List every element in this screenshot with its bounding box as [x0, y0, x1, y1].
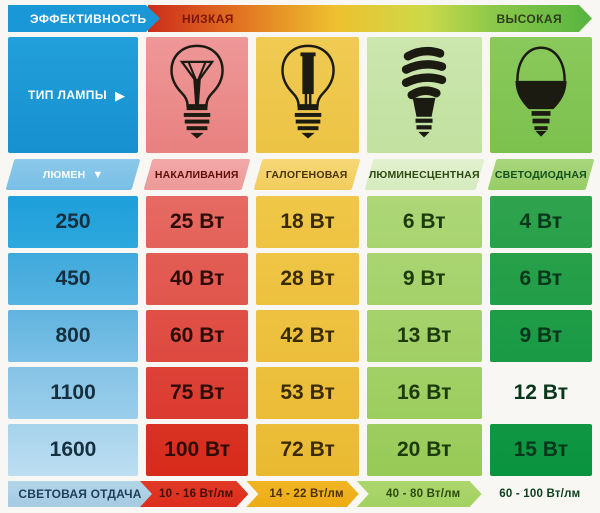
led-lamp-cell: [489, 37, 592, 153]
watt-cell-led: 12 Вт: [513, 381, 568, 404]
watt-cell-fluorescent: 13 Вт: [366, 310, 482, 362]
watt-cell-incandescent: 75 Вт: [146, 367, 249, 419]
efficiency-scale-bar: ЭФФЕКТИВНОСТЬ НИЗКАЯ ВЫСОКАЯ: [8, 5, 592, 32]
watt-cell-incandescent: 25 Вт: [146, 196, 249, 248]
watt-cell-fluorescent: 20 Вт: [366, 424, 482, 476]
lumen-value-cell: 250: [8, 196, 138, 248]
efficacy-range-halogen: 14 - 22 Вт/лм: [246, 481, 358, 507]
watt-cell-halogen: 42 Вт: [256, 310, 359, 362]
efficiency-gradient-bar: НИЗКАЯ ВЫСОКАЯ: [148, 5, 592, 32]
column-header-led: СВЕТОДИОДНАЯ: [487, 159, 595, 190]
triangle-down-icon: ▼: [92, 168, 104, 180]
watt-cell-incandescent: 60 Вт: [146, 310, 249, 362]
lumen-value-cell: 1600: [8, 424, 138, 476]
right-arrow-icon: ▶: [114, 87, 126, 103]
column-header-fluorescent: ЛЮМИНЕСЦЕНТНАЯ: [364, 159, 485, 190]
lumen-header-banner: ЛЮМЕН ▼: [5, 159, 141, 190]
efficacy-range-fluorescent: 40 - 80 Вт/лм: [357, 481, 482, 507]
efficiency-high-label: ВЫСОКАЯ: [496, 11, 562, 26]
watt-cell-incandescent: 100 Вт: [146, 424, 249, 476]
watt-cell-halogen: 18 Вт: [256, 196, 359, 248]
watt-cell-fluorescent: 9 Вт: [366, 253, 482, 305]
watt-cell-halogen: 28 Вт: [256, 253, 359, 305]
incandescent-bulb-icon: [170, 44, 224, 139]
lumen-header-label: ЛЮМЕН: [42, 168, 86, 181]
efficacy-range-incandescent: 10 - 16 Вт/лм: [136, 481, 248, 507]
watt-cell-incandescent: 40 Вт: [146, 253, 249, 305]
efficiency-low-label: НИЗКАЯ: [182, 11, 234, 26]
watt-cell-led: 15 Вт: [489, 424, 592, 476]
lumen-value-cell: 1100: [8, 367, 138, 419]
lamp-type-label: ТИП ЛАМПЫ: [28, 88, 107, 102]
halogen-lamp-cell: [256, 37, 359, 153]
fluorescent-lamp-cell: [366, 37, 482, 153]
column-header-halogen: ГАЛОГЕНОВАЯ: [253, 159, 362, 190]
efficacy-range-led: 60 - 100 Вт/лм: [499, 488, 581, 500]
watt-cell-led: 4 Вт: [489, 196, 592, 248]
watt-cell-fluorescent: 16 Вт: [366, 367, 482, 419]
watt-cell-led: 9 Вт: [489, 310, 592, 362]
efficiency-label: ЭФФЕКТИВНОСТЬ: [30, 11, 147, 26]
column-header-incandescent: НАКАЛИВАНИЯ: [143, 159, 251, 190]
lumen-value-cell: 800: [8, 310, 138, 362]
cfl-bulb-icon: [401, 46, 447, 138]
watt-cell-halogen: 72 Вт: [256, 424, 359, 476]
watt-cell-halogen: 53 Вт: [256, 367, 359, 419]
watt-cell-fluorescent: 6 Вт: [366, 196, 482, 248]
watt-cell-led: 6 Вт: [489, 253, 592, 305]
lamp-type-label-cell: ТИП ЛАМПЫ ▶: [8, 37, 138, 153]
lumen-value-cell: 450: [8, 253, 138, 305]
halogen-bulb-icon: [280, 44, 335, 139]
incandescent-lamp-cell: [146, 37, 249, 153]
efficiency-label-arrow: ЭФФЕКТИВНОСТЬ: [8, 5, 160, 32]
efficacy-label-chevron: СВЕТОВАЯ ОТДАЧА: [8, 481, 152, 507]
led-bulb-icon: [515, 46, 567, 137]
